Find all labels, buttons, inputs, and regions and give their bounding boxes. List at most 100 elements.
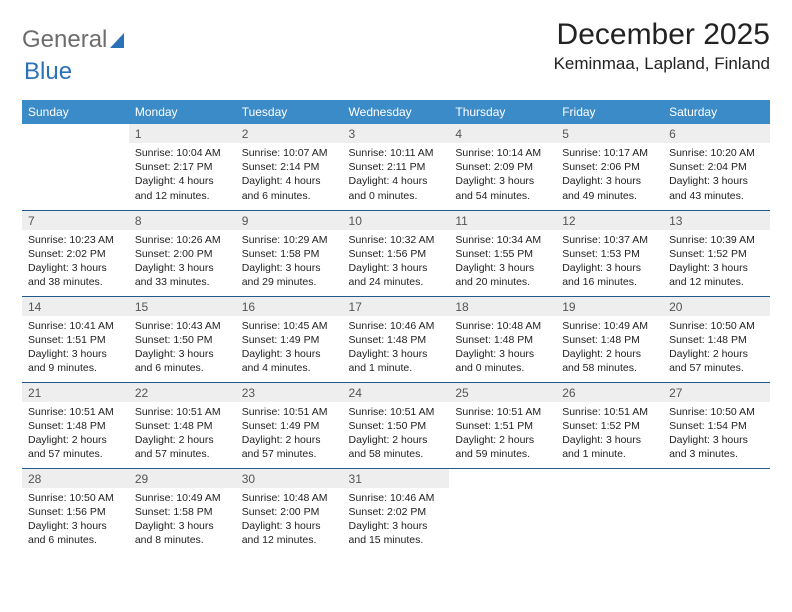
daylight: Daylight: 3 hours and 24 minutes. [349, 261, 444, 289]
daylight: Daylight: 2 hours and 58 minutes. [562, 347, 657, 375]
daylight: Daylight: 3 hours and 20 minutes. [455, 261, 550, 289]
day-number: 30 [236, 469, 343, 488]
day-cell: 22Sunrise: 10:51 AMSunset: 1:48 PMDaylig… [129, 382, 236, 468]
day-number: 18 [449, 297, 556, 316]
sunset: Sunset: 1:58 PM [135, 505, 230, 519]
sunrise: Sunrise: 10:48 AM [455, 319, 550, 333]
daylight: Daylight: 3 hours and 12 minutes. [242, 519, 337, 547]
daylight: Daylight: 3 hours and 54 minutes. [455, 174, 550, 202]
sunrise: Sunrise: 10:46 AM [349, 491, 444, 505]
day-details: Sunrise: 10:14 AMSunset: 2:09 PMDaylight… [449, 143, 556, 207]
sunset: Sunset: 1:48 PM [135, 419, 230, 433]
day-cell: 25Sunrise: 10:51 AMSunset: 1:51 PMDaylig… [449, 382, 556, 468]
day-number: 17 [343, 297, 450, 316]
day-cell [22, 124, 129, 210]
day-details: Sunrise: 10:34 AMSunset: 1:55 PMDaylight… [449, 230, 556, 294]
daylight: Daylight: 3 hours and 3 minutes. [669, 433, 764, 461]
day-number: 28 [22, 469, 129, 488]
day-cell: 1Sunrise: 10:04 AMSunset: 2:17 PMDayligh… [129, 124, 236, 210]
day-number: 4 [449, 124, 556, 143]
calendar-head: SundayMondayTuesdayWednesdayThursdayFrid… [22, 100, 770, 124]
day-cell: 10Sunrise: 10:32 AMSunset: 1:56 PMDaylig… [343, 210, 450, 296]
sunset: Sunset: 1:49 PM [242, 333, 337, 347]
day-details: Sunrise: 10:50 AMSunset: 1:56 PMDaylight… [22, 488, 129, 552]
location: Keminmaa, Lapland, Finland [554, 54, 770, 74]
daylight: Daylight: 3 hours and 6 minutes. [135, 347, 230, 375]
day-number: 12 [556, 211, 663, 230]
day-header: Tuesday [236, 100, 343, 124]
day-details: Sunrise: 10:23 AMSunset: 2:02 PMDaylight… [22, 230, 129, 294]
sunrise: Sunrise: 10:51 AM [242, 405, 337, 419]
daylight: Daylight: 3 hours and 38 minutes. [28, 261, 123, 289]
day-details: Sunrise: 10:46 AMSunset: 2:02 PMDaylight… [343, 488, 450, 552]
day-number: 22 [129, 383, 236, 402]
sunset: Sunset: 1:49 PM [242, 419, 337, 433]
day-details: Sunrise: 10:48 AMSunset: 1:48 PMDaylight… [449, 316, 556, 380]
sunset: Sunset: 1:50 PM [135, 333, 230, 347]
day-cell: 6Sunrise: 10:20 AMSunset: 2:04 PMDayligh… [663, 124, 770, 210]
day-details: Sunrise: 10:32 AMSunset: 1:56 PMDaylight… [343, 230, 450, 294]
daylight: Daylight: 3 hours and 4 minutes. [242, 347, 337, 375]
daylight: Daylight: 3 hours and 8 minutes. [135, 519, 230, 547]
sunset: Sunset: 2:04 PM [669, 160, 764, 174]
day-details: Sunrise: 10:20 AMSunset: 2:04 PMDaylight… [663, 143, 770, 207]
daylight: Daylight: 2 hours and 57 minutes. [242, 433, 337, 461]
week-row: 21Sunrise: 10:51 AMSunset: 1:48 PMDaylig… [22, 382, 770, 468]
day-cell: 28Sunrise: 10:50 AMSunset: 1:56 PMDaylig… [22, 468, 129, 554]
day-cell: 2Sunrise: 10:07 AMSunset: 2:14 PMDayligh… [236, 124, 343, 210]
week-row: 14Sunrise: 10:41 AMSunset: 1:51 PMDaylig… [22, 296, 770, 382]
day-details: Sunrise: 10:46 AMSunset: 1:48 PMDaylight… [343, 316, 450, 380]
day-details: Sunrise: 10:49 AMSunset: 1:48 PMDaylight… [556, 316, 663, 380]
daylight: Daylight: 3 hours and 1 minute. [562, 433, 657, 461]
sunrise: Sunrise: 10:32 AM [349, 233, 444, 247]
day-cell: 26Sunrise: 10:51 AMSunset: 1:52 PMDaylig… [556, 382, 663, 468]
sunrise: Sunrise: 10:29 AM [242, 233, 337, 247]
day-cell: 21Sunrise: 10:51 AMSunset: 1:48 PMDaylig… [22, 382, 129, 468]
sunset: Sunset: 1:50 PM [349, 419, 444, 433]
day-cell: 18Sunrise: 10:48 AMSunset: 1:48 PMDaylig… [449, 296, 556, 382]
day-number: 19 [556, 297, 663, 316]
sunrise: Sunrise: 10:26 AM [135, 233, 230, 247]
day-cell: 9Sunrise: 10:29 AMSunset: 1:58 PMDayligh… [236, 210, 343, 296]
sunset: Sunset: 2:17 PM [135, 160, 230, 174]
day-details: Sunrise: 10:51 AMSunset: 1:50 PMDaylight… [343, 402, 450, 466]
day-cell: 31Sunrise: 10:46 AMSunset: 2:02 PMDaylig… [343, 468, 450, 554]
logo-text-2: Blue [24, 58, 72, 85]
sunrise: Sunrise: 10:51 AM [349, 405, 444, 419]
sunset: Sunset: 1:51 PM [455, 419, 550, 433]
day-number: 14 [22, 297, 129, 316]
day-cell: 8Sunrise: 10:26 AMSunset: 2:00 PMDayligh… [129, 210, 236, 296]
day-details: Sunrise: 10:48 AMSunset: 2:00 PMDaylight… [236, 488, 343, 552]
day-details: Sunrise: 10:07 AMSunset: 2:14 PMDaylight… [236, 143, 343, 207]
day-cell: 19Sunrise: 10:49 AMSunset: 1:48 PMDaylig… [556, 296, 663, 382]
sunrise: Sunrise: 10:51 AM [135, 405, 230, 419]
day-number: 27 [663, 383, 770, 402]
day-number: 10 [343, 211, 450, 230]
day-cell: 17Sunrise: 10:46 AMSunset: 1:48 PMDaylig… [343, 296, 450, 382]
sunset: Sunset: 2:06 PM [562, 160, 657, 174]
day-cell: 16Sunrise: 10:45 AMSunset: 1:49 PMDaylig… [236, 296, 343, 382]
day-details: Sunrise: 10:51 AMSunset: 1:51 PMDaylight… [449, 402, 556, 466]
day-cell: 20Sunrise: 10:50 AMSunset: 1:48 PMDaylig… [663, 296, 770, 382]
day-details: Sunrise: 10:51 AMSunset: 1:48 PMDaylight… [22, 402, 129, 466]
sunrise: Sunrise: 10:46 AM [349, 319, 444, 333]
day-cell: 4Sunrise: 10:14 AMSunset: 2:09 PMDayligh… [449, 124, 556, 210]
sunrise: Sunrise: 10:45 AM [242, 319, 337, 333]
daylight: Daylight: 4 hours and 12 minutes. [135, 174, 230, 202]
day-header: Thursday [449, 100, 556, 124]
day-number: 25 [449, 383, 556, 402]
sunrise: Sunrise: 10:48 AM [242, 491, 337, 505]
day-number: 11 [449, 211, 556, 230]
daylight: Daylight: 3 hours and 0 minutes. [455, 347, 550, 375]
day-details: Sunrise: 10:41 AMSunset: 1:51 PMDaylight… [22, 316, 129, 380]
logo-text-1: General [22, 26, 107, 54]
day-number: 23 [236, 383, 343, 402]
day-cell [663, 468, 770, 554]
sunset: Sunset: 2:11 PM [349, 160, 444, 174]
sunset: Sunset: 1:48 PM [669, 333, 764, 347]
daylight: Daylight: 3 hours and 15 minutes. [349, 519, 444, 547]
sunset: Sunset: 1:53 PM [562, 247, 657, 261]
day-number: 21 [22, 383, 129, 402]
logo: General [22, 18, 131, 54]
day-cell: 24Sunrise: 10:51 AMSunset: 1:50 PMDaylig… [343, 382, 450, 468]
